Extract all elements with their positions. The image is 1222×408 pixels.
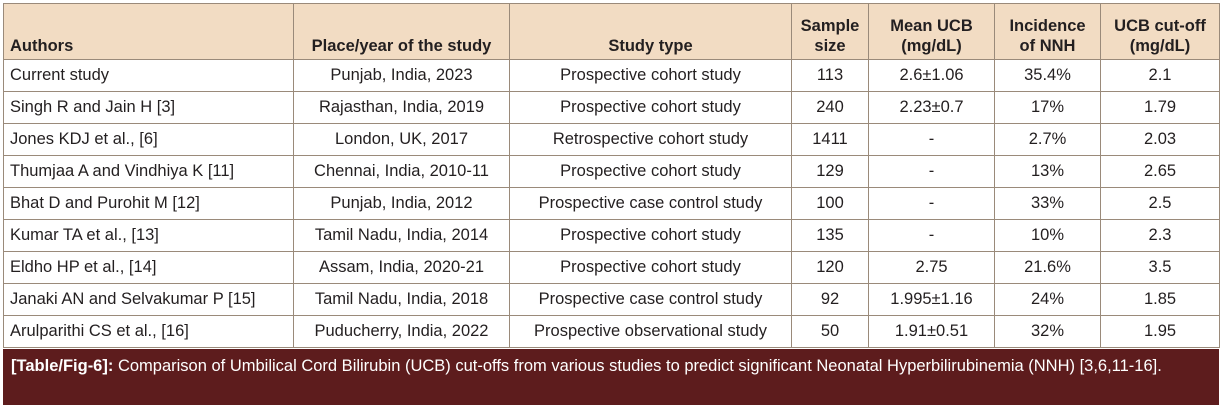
cell-incidence: 13% [994, 155, 1101, 188]
table-row: Singh R and Jain H [3] Rajasthan, India,… [3, 91, 1220, 124]
header-study-type: Study type [509, 3, 792, 60]
cell-sample-size: 120 [791, 251, 869, 284]
cell-place: Puducherry, India, 2022 [293, 315, 510, 348]
cell-incidence: 21.6% [994, 251, 1101, 284]
cell-mean-ucb: 2.23±0.7 [868, 91, 995, 124]
table-row: Bhat D and Purohit M [12] Punjab, India,… [3, 187, 1220, 220]
cell-incidence: 24% [994, 283, 1101, 316]
cell-place: London, UK, 2017 [293, 123, 510, 156]
cell-cutoff: 2.1 [1100, 59, 1220, 92]
cell-sample-size: 50 [791, 315, 869, 348]
header-cutoff-line1: UCB cut-off [1114, 17, 1206, 35]
cell-place: Assam, India, 2020-21 [293, 251, 510, 284]
table-row: Kumar TA et al., [13] Tamil Nadu, India,… [3, 219, 1220, 252]
cell-mean-ucb: 1.91±0.51 [868, 315, 995, 348]
cell-sample-size: 1411 [791, 123, 869, 156]
cell-authors: Bhat D and Purohit M [12] [3, 187, 294, 220]
cell-study-type: Prospective case control study [509, 187, 792, 220]
cell-place: Tamil Nadu, India, 2018 [293, 283, 510, 316]
cell-incidence: 10% [994, 219, 1101, 252]
header-sample-size-line2: size [814, 37, 846, 55]
cell-study-type: Prospective cohort study [509, 155, 792, 188]
cell-mean-ucb: - [868, 219, 995, 252]
header-sample-size: Sample size [791, 3, 869, 60]
cell-incidence: 35.4% [994, 59, 1101, 92]
header-cutoff: UCB cut-off (mg/dL) [1100, 3, 1220, 60]
cell-authors: Singh R and Jain H [3] [3, 91, 294, 124]
header-mean-ucb-line1: Mean UCB [890, 17, 973, 35]
cell-authors: Kumar TA et al., [13] [3, 219, 294, 252]
cell-mean-ucb: 2.75 [868, 251, 995, 284]
cell-incidence: 33% [994, 187, 1101, 220]
header-mean-ucb-line2: (mg/dL) [901, 37, 962, 55]
cell-mean-ucb: - [868, 123, 995, 156]
cell-place: Punjab, India, 2023 [293, 59, 510, 92]
header-place: Place/year of the study [293, 3, 510, 60]
header-sample-size-line1: Sample [800, 17, 860, 35]
caption-text: Comparison of Umbilical Cord Bilirubin (… [113, 357, 1162, 375]
header-incidence-line2: of NNH [1019, 37, 1076, 55]
header-cutoff-line2: (mg/dL) [1129, 37, 1191, 55]
header-authors: Authors [3, 3, 294, 60]
cell-cutoff: 1.95 [1100, 315, 1220, 348]
table-caption: [Table/Fig-6]: Comparison of Umbilical C… [3, 349, 1219, 405]
cell-incidence: 2.7% [994, 123, 1101, 156]
cell-cutoff: 3.5 [1100, 251, 1220, 284]
cell-mean-ucb: - [868, 155, 995, 188]
cell-cutoff: 2.3 [1100, 219, 1220, 252]
cell-study-type: Prospective observational study [509, 315, 792, 348]
header-incidence: Incidence of NNH [994, 3, 1101, 60]
cell-sample-size: 135 [791, 219, 869, 252]
cell-study-type: Retrospective cohort study [509, 123, 792, 156]
table-row: Thumjaa A and Vindhiya K [11] Chennai, I… [3, 155, 1220, 188]
table-row: Jones KDJ et al., [6] London, UK, 2017 R… [3, 123, 1220, 156]
header-incidence-line1: Incidence [1009, 17, 1086, 35]
cell-authors: Current study [3, 59, 294, 92]
cell-sample-size: 129 [791, 155, 869, 188]
cell-study-type: Prospective cohort study [509, 251, 792, 284]
cell-study-type: Prospective cohort study [509, 219, 792, 252]
cell-incidence: 32% [994, 315, 1101, 348]
table-row: Arulparithi CS et al., [16] Puducherry, … [3, 315, 1220, 348]
cell-sample-size: 92 [791, 283, 869, 316]
cell-mean-ucb: 1.995±1.16 [868, 283, 995, 316]
cell-cutoff: 1.79 [1100, 91, 1220, 124]
table-header-row: Authors Place/year of the study Study ty… [3, 3, 1220, 60]
cell-cutoff: 2.03 [1100, 123, 1220, 156]
header-mean-ucb: Mean UCB (mg/dL) [868, 3, 995, 60]
table-row: Current study Punjab, India, 2023 Prospe… [3, 59, 1220, 92]
comparison-table: Authors Place/year of the study Study ty… [3, 3, 1220, 348]
cell-authors: Eldho HP et al., [14] [3, 251, 294, 284]
cell-study-type: Prospective cohort study [509, 91, 792, 124]
table-row: Janaki AN and Selvakumar P [15] Tamil Na… [3, 283, 1220, 316]
cell-authors: Jones KDJ et al., [6] [3, 123, 294, 156]
cell-cutoff: 1.85 [1100, 283, 1220, 316]
table-row: Eldho HP et al., [14] Assam, India, 2020… [3, 251, 1220, 284]
cell-mean-ucb: 2.6±1.06 [868, 59, 995, 92]
cell-sample-size: 113 [791, 59, 869, 92]
cell-place: Tamil Nadu, India, 2014 [293, 219, 510, 252]
cell-cutoff: 2.5 [1100, 187, 1220, 220]
cell-study-type: Prospective cohort study [509, 59, 792, 92]
cell-sample-size: 100 [791, 187, 869, 220]
cell-place: Punjab, India, 2012 [293, 187, 510, 220]
cell-mean-ucb: - [868, 187, 995, 220]
cell-sample-size: 240 [791, 91, 869, 124]
cell-authors: Janaki AN and Selvakumar P [15] [3, 283, 294, 316]
cell-authors: Arulparithi CS et al., [16] [3, 315, 294, 348]
cell-incidence: 17% [994, 91, 1101, 124]
cell-cutoff: 2.65 [1100, 155, 1220, 188]
cell-authors: Thumjaa A and Vindhiya K [11] [3, 155, 294, 188]
caption-figure-ref: [Table/Fig-6]: [11, 357, 114, 375]
cell-place: Chennai, India, 2010-11 [293, 155, 510, 188]
cell-place: Rajasthan, India, 2019 [293, 91, 510, 124]
cell-study-type: Prospective case control study [509, 283, 792, 316]
